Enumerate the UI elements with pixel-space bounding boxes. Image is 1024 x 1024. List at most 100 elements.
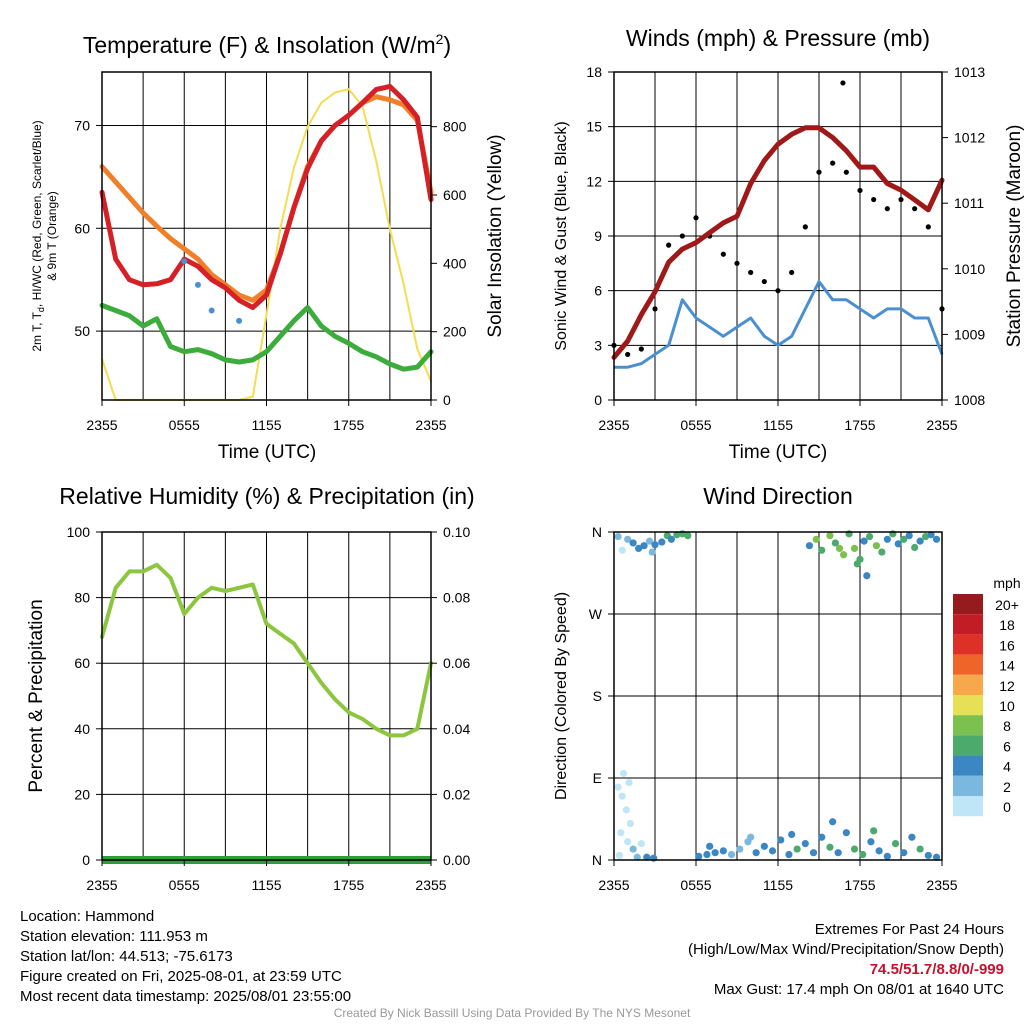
direction-point xyxy=(629,845,637,853)
y-tick-label: N xyxy=(592,524,602,540)
direction-point xyxy=(870,827,878,835)
extremes-info: Extremes For Past 24 Hours (High/Low/Max… xyxy=(688,920,1004,1000)
x-tick-label: 2355 xyxy=(415,877,446,893)
direction-point xyxy=(865,532,874,541)
gust-point xyxy=(666,242,672,248)
station-info-line: Station lat/lon: 44.513; -75.6173 xyxy=(20,948,233,965)
direction-point xyxy=(805,542,814,550)
legend-label: 14 xyxy=(999,658,1015,674)
direction-point xyxy=(703,850,711,859)
direction-point xyxy=(760,842,768,850)
gust-point xyxy=(925,224,931,230)
direction-point xyxy=(932,535,941,543)
direction-point xyxy=(673,531,681,539)
x-tick-label: 2355 xyxy=(598,417,629,433)
x-tick-label: 1155 xyxy=(763,877,793,893)
y2-tick-label: 1012 xyxy=(954,130,985,146)
legend-label: 8 xyxy=(1003,718,1011,734)
direction-point xyxy=(747,833,755,841)
direction-point xyxy=(793,845,801,853)
direction-point xyxy=(624,838,632,846)
y2-tick-label: 200 xyxy=(443,324,467,340)
insolation-ylabel: Solar Insolation (Yellow) xyxy=(485,134,506,337)
direction-point xyxy=(768,847,777,855)
direction-point xyxy=(635,544,643,553)
y-tick-label: 0 xyxy=(82,852,90,868)
y2-tick-label: 1010 xyxy=(954,261,985,277)
legend-swatch xyxy=(953,715,983,736)
direction-point xyxy=(850,544,859,553)
direction-point xyxy=(932,853,941,861)
direction-point xyxy=(878,548,886,556)
y-tick-label: 9 xyxy=(594,228,602,244)
station-info-line: Location: Hammond xyxy=(20,908,155,925)
direction-point xyxy=(643,853,651,861)
humidity-ticks: 2355 0555 1155 1755 2355 0 20 40 60 80 100 0.00 0.02… xyxy=(67,524,471,893)
temperature-xlabel: Time (UTC) xyxy=(218,442,317,463)
winds-title: Winds (mph) & Pressure (mb) xyxy=(626,25,930,51)
direction-point xyxy=(894,540,902,548)
x-tick-label: 2355 xyxy=(926,417,957,433)
direction-point xyxy=(629,539,637,547)
direction-point xyxy=(834,849,842,857)
max-gust-text: Max Gust: 17.4 mph On 08/01 at 1640 UTC xyxy=(713,981,1004,998)
legend-swatch xyxy=(953,695,983,716)
direction-point xyxy=(853,560,861,568)
gust-point xyxy=(652,306,658,312)
direction-point xyxy=(617,829,625,837)
gust-point xyxy=(789,269,795,276)
direction-point xyxy=(860,537,868,545)
direction-point xyxy=(872,542,881,550)
y-tick-label: E xyxy=(593,770,602,786)
gust-point xyxy=(898,196,904,203)
legend-label: 4 xyxy=(1003,759,1011,775)
direction-point xyxy=(809,849,818,857)
gust-point xyxy=(843,169,849,175)
y2-tick-label: 0 xyxy=(443,392,451,408)
extremes-title: Extremes For Past 24 Hours xyxy=(814,921,1004,938)
winds-grid xyxy=(614,72,942,400)
y2-tick-label: 1011 xyxy=(954,195,984,211)
wind-direction-grid xyxy=(614,532,942,860)
x-tick-label: 1755 xyxy=(333,417,364,433)
direction-point xyxy=(826,843,834,851)
pressure-ylabel: Station Pressure (Maroon) xyxy=(1004,125,1024,348)
direction-point xyxy=(788,830,796,839)
y2-tick-label: 0.06 xyxy=(443,655,470,671)
y-tick-label: 0 xyxy=(594,392,602,408)
y-tick-label: 3 xyxy=(594,337,602,353)
y2-tick-label: 1009 xyxy=(954,326,985,342)
winds-xlabel: Time (UTC) xyxy=(729,442,828,463)
direction-point xyxy=(706,842,714,850)
y-tick-label: 40 xyxy=(74,721,90,737)
wind-direction-points xyxy=(614,530,941,862)
legend-swatch xyxy=(953,735,983,756)
legend-swatch xyxy=(953,614,983,635)
direction-point xyxy=(645,537,654,545)
y-tick-label: 15 xyxy=(586,119,602,135)
winds-ylabel: Sonic Wind & Gust (Blue, Black) xyxy=(553,121,570,350)
temperature-title: Temperature (F) & Insolation (W/m2) xyxy=(83,31,451,58)
direction-point xyxy=(812,535,820,543)
direction-point xyxy=(622,806,630,814)
x-tick-label: 1155 xyxy=(763,417,793,433)
winds-series xyxy=(611,80,945,369)
direction-point xyxy=(842,829,850,837)
legend-label: 20+ xyxy=(995,597,1019,613)
direction-point xyxy=(711,849,719,857)
t2m-line xyxy=(99,83,434,310)
y-tick-label: 20 xyxy=(74,786,90,802)
direction-point xyxy=(818,833,826,841)
direction-point xyxy=(900,535,908,543)
y-tick-label: 80 xyxy=(74,590,90,606)
wind-direction-title: Wind Direction xyxy=(703,483,853,509)
direction-point xyxy=(625,778,633,787)
gust-point xyxy=(912,206,918,212)
temperature-ticks: 2355 0555 1155 1755 2355 50 60 70 0 200 400 600 800 xyxy=(74,117,466,433)
legend-label: 16 xyxy=(999,637,1015,653)
legend-label: 2 xyxy=(1003,779,1011,795)
direction-point xyxy=(736,845,744,853)
direction-point xyxy=(863,572,871,580)
max-gust-point xyxy=(840,80,846,86)
y-tick-label: 100 xyxy=(67,524,91,540)
